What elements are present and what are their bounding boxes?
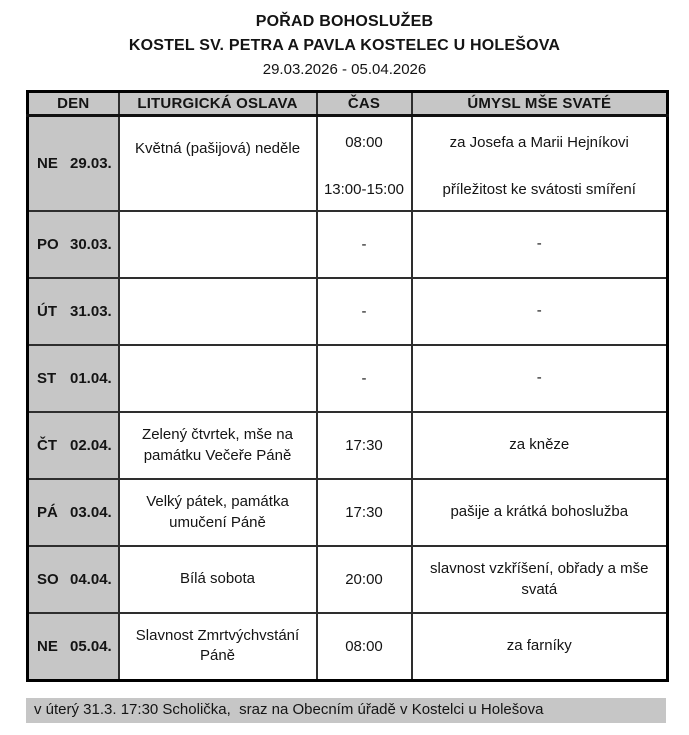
table-row: ÚT 31.03. - -	[26, 277, 669, 346]
day-cell: PÁ 03.04.	[26, 478, 120, 547]
time-cell: 17:30	[315, 411, 413, 480]
intention-cell: -	[410, 210, 669, 279]
title-block: POŘAD BOHOSLUŽEB KOSTEL SV. PETRA A PAVL…	[0, 0, 689, 78]
celebration-cell: Slavnost Zmrtvýchvstání Páně	[117, 612, 318, 681]
celebration-cell: Zelený čtvrtek, mše na památku Večeře Pá…	[117, 411, 318, 480]
table-row: ČT 02.04. Zelený čtvrtek, mše na památku …	[26, 411, 669, 480]
time-cell: 17:30	[315, 478, 413, 547]
day-cell: ÚT 31.03.	[26, 277, 120, 346]
intention-cell: za kněze	[410, 411, 669, 480]
table-row: PO 30.03. - -	[26, 210, 669, 279]
celebration-cell: Bílá sobota	[117, 545, 318, 614]
time-cell: -	[315, 277, 413, 346]
day-abbr: NE	[37, 637, 58, 655]
table-row: ST 01.04. - -	[26, 344, 669, 413]
intention-cell: za farníky	[410, 612, 669, 681]
announcement-note: v úterý 31.3. 17:30 Scholička, sraz na O…	[26, 697, 666, 724]
day-abbr: ÚT	[37, 303, 57, 320]
day-abbr: SO	[37, 571, 59, 588]
day-date: 31.03.	[70, 303, 112, 320]
celebration-text: Květná (pašijová) neděle	[134, 140, 301, 157]
day-date: 03.04.	[70, 504, 112, 521]
day-abbr: ČT	[37, 437, 57, 454]
church-name: KOSTEL SV. PETRA A PAVLA KOSTELEC U HOLE…	[128, 37, 561, 54]
time-cell: -	[315, 210, 413, 279]
day-abbr: PÁ	[37, 504, 58, 521]
intention-cell: -	[410, 277, 669, 346]
celebration-cell	[117, 277, 318, 346]
time-cell: 20:00	[315, 545, 413, 614]
celebration-cell: Velký pátek, památka umučení Páně	[117, 478, 318, 547]
day-cell: ST 01.04.	[26, 344, 120, 413]
time-cell: -	[315, 344, 413, 413]
intention-cell: -	[410, 344, 669, 413]
day-date: 02.04.	[70, 437, 112, 454]
intention-cell: slavnost vzkříšení, obřady a mše svatá	[410, 545, 669, 614]
column-header-time: ČAS	[315, 90, 413, 117]
day-cell: SO 04.04.	[26, 545, 120, 614]
page-title: POŘAD BOHOSLUŽEB	[255, 13, 434, 30]
intention-cell: pašije a krátká bohoslužba	[410, 478, 669, 547]
day-abbr: NE	[37, 155, 58, 172]
day-cell: NE 05.04.	[26, 612, 120, 681]
celebration-cell	[117, 210, 318, 279]
week-date-range: 29.03.2026 - 05.04.2026	[262, 61, 427, 78]
table-row: NE 05.04. Slavnost Zmrtvýchvstání Páně 08…	[26, 612, 669, 681]
time-cell: 08:00	[315, 612, 413, 681]
column-header-intention: ÚMYSL MŠE SVATÉ	[410, 90, 669, 117]
column-header-day: DEN	[26, 90, 120, 117]
service-schedule-table: DEN LITURGICKÁ OSLAVA ČAS ÚMYSL MŠE SVAT…	[26, 90, 669, 682]
day-cell: ČT 02.04.	[26, 411, 120, 480]
time-cell: 08:00 13:00-15:00	[315, 114, 413, 212]
day-date: 05.04.	[70, 637, 112, 655]
table-row: PÁ 03.04. Velký pátek, památka umučení Pá…	[26, 478, 669, 547]
celebration-cell: Květná (pašijová) neděle	[117, 114, 318, 212]
table-row: NE 29.03. Květná (pašijová) neděle 08:00 …	[26, 114, 669, 212]
intention-entry: za Josefa a Marii Hejníkovi	[449, 134, 629, 151]
day-date: 30.03.	[70, 236, 112, 253]
time-entry: 13:00-15:00	[323, 181, 405, 198]
day-date: 01.04.	[70, 370, 112, 387]
day-cell: NE 29.03.	[26, 114, 120, 212]
intention-cell: za Josefa a Marii Hejníkovi příležitost …	[410, 114, 669, 212]
celebration-cell	[117, 344, 318, 413]
intention-entry: příležitost ke svátosti smíření	[442, 181, 636, 198]
table-header-row: DEN LITURGICKÁ OSLAVA ČAS ÚMYSL MŠE SVAT…	[26, 90, 669, 117]
column-header-celebration: LITURGICKÁ OSLAVA	[117, 90, 318, 117]
time-entry: 08:00	[345, 134, 383, 151]
table-row: SO 04.04. Bílá sobota 20:00 slavnost vzkř…	[26, 545, 669, 614]
day-cell: PO 30.03.	[26, 210, 120, 279]
day-date: 29.03.	[70, 155, 112, 172]
day-abbr: ST	[37, 370, 57, 387]
day-abbr: PO	[37, 236, 59, 253]
day-date: 04.04.	[70, 571, 112, 588]
